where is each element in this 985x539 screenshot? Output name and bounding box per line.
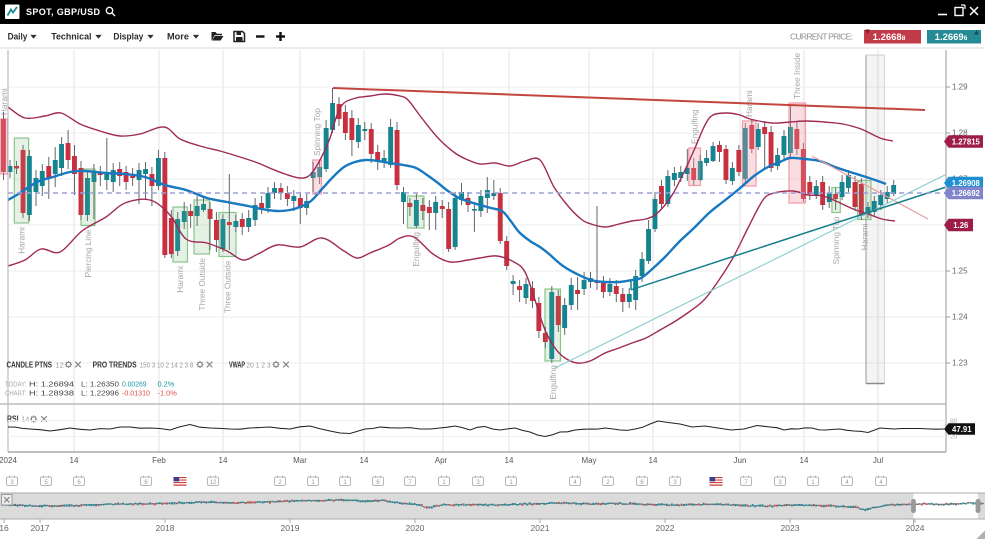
svg-text:Spinning Top: Spinning Top	[831, 216, 841, 264]
svg-text:Feb: Feb	[152, 456, 166, 465]
svg-text:3: 3	[476, 480, 480, 486]
svg-text:Harami: Harami	[0, 88, 9, 115]
svg-text:3: 3	[673, 480, 677, 486]
svg-text:RSI: RSI	[7, 415, 19, 424]
svg-text:14: 14	[800, 456, 809, 465]
svg-text:More: More	[167, 32, 189, 42]
svg-text:6: 6	[376, 480, 380, 486]
svg-text:2023: 2023	[781, 523, 800, 533]
svg-text:80: 80	[950, 418, 958, 425]
svg-text:1: 1	[311, 480, 315, 486]
svg-text:-1.0%: -1.0%	[158, 389, 178, 398]
svg-text:2022: 2022	[656, 523, 675, 533]
svg-text:14: 14	[505, 456, 514, 465]
svg-text:12: 12	[56, 361, 64, 370]
svg-text:16: 16	[0, 523, 9, 533]
svg-text:1: 1	[509, 480, 513, 486]
svg-text:Three Inside: Three Inside	[792, 52, 802, 99]
svg-text:May: May	[581, 456, 596, 465]
svg-text:1.26696: 1.26696	[935, 32, 968, 43]
svg-text:1: 1	[442, 480, 446, 486]
svg-text:2: 2	[606, 480, 610, 486]
svg-text:L: 1.22996: L: 1.22996	[81, 389, 119, 398]
svg-text:1: 1	[811, 480, 815, 486]
svg-text:1: 1	[343, 480, 347, 486]
svg-text:SPOT, GBP/USD: SPOT, GBP/USD	[26, 7, 101, 17]
svg-text:-0.01310: -0.01310	[122, 389, 150, 398]
svg-text:Mar: Mar	[293, 456, 307, 465]
svg-text:Three Outside: Three Outside	[223, 260, 233, 313]
svg-text:1.29: 1.29	[952, 83, 968, 92]
svg-text:1.26692: 1.26692	[952, 189, 981, 198]
svg-text:3: 3	[778, 480, 782, 486]
svg-text:0.00269: 0.00269	[122, 380, 147, 389]
svg-text:CANDLE PTNS: CANDLE PTNS	[7, 361, 53, 370]
svg-text:1.26688: 1.26688	[873, 32, 906, 43]
svg-text:1.25: 1.25	[952, 267, 968, 276]
svg-text:6: 6	[144, 480, 148, 486]
svg-text:2019: 2019	[281, 523, 300, 533]
svg-text:6: 6	[640, 480, 644, 486]
svg-text:14: 14	[360, 456, 369, 465]
svg-text:2020: 2020	[406, 523, 425, 533]
svg-text:14: 14	[22, 417, 30, 424]
svg-text:Harami: Harami	[859, 223, 869, 250]
svg-text:14: 14	[219, 456, 228, 465]
svg-text:Display: Display	[113, 32, 143, 42]
svg-text:1.27815: 1.27815	[952, 137, 981, 146]
svg-text:CURRENT PRICE:: CURRENT PRICE:	[790, 32, 853, 42]
svg-text:2024: 2024	[906, 523, 925, 533]
svg-text:Harami: Harami	[175, 266, 185, 293]
svg-text:3: 3	[10, 480, 14, 486]
svg-text:Jul: Jul	[873, 456, 883, 465]
svg-text:150 3 10 2 14 2 3 8: 150 3 10 2 14 2 3 8	[140, 361, 194, 370]
svg-text:PRO TRENDS: PRO TRENDS	[93, 361, 137, 370]
svg-text:5: 5	[44, 480, 48, 486]
svg-text:14: 14	[70, 456, 79, 465]
svg-text:1.26908: 1.26908	[952, 179, 981, 188]
svg-text:14: 14	[649, 456, 658, 465]
svg-text:L: 1.26350: L: 1.26350	[81, 380, 119, 389]
svg-text:2021: 2021	[531, 523, 550, 533]
svg-text:Piercing Line: Piercing Line	[83, 229, 93, 277]
svg-text:12: 12	[210, 480, 217, 486]
svg-text:Engulfing: Engulfing	[690, 109, 700, 144]
svg-text:TODAY:: TODAY:	[5, 380, 27, 389]
svg-text:0.2%: 0.2%	[158, 380, 175, 389]
svg-text:VWAP: VWAP	[229, 361, 245, 370]
svg-text:Apr: Apr	[435, 456, 448, 465]
svg-text:Engulfing: Engulfing	[411, 232, 421, 267]
svg-text:2: 2	[278, 480, 282, 486]
svg-text:1.26: 1.26	[953, 221, 969, 230]
svg-text:CHART:: CHART:	[5, 389, 27, 398]
svg-text:Technical: Technical	[51, 32, 91, 42]
svg-text:20: 20	[950, 434, 958, 441]
svg-text:Daily: Daily	[8, 32, 28, 42]
svg-text:Jun: Jun	[734, 456, 747, 465]
svg-text:7: 7	[408, 480, 412, 486]
svg-text:Spinning Top: Spinning Top	[312, 108, 322, 156]
svg-text:Engulfing: Engulfing	[548, 365, 558, 400]
svg-text:2017: 2017	[31, 523, 50, 533]
svg-text:Harami: Harami	[17, 227, 27, 254]
svg-text:2018: 2018	[156, 523, 175, 533]
svg-text:4: 4	[879, 480, 883, 486]
svg-text:H: 1.26894: H: 1.26894	[29, 380, 74, 389]
svg-text:20 1 2 3: 20 1 2 3	[246, 361, 270, 370]
svg-text:47.91: 47.91	[952, 425, 972, 434]
svg-text:4: 4	[845, 480, 849, 486]
svg-text:1.28: 1.28	[952, 129, 968, 138]
svg-text:1.23: 1.23	[952, 359, 968, 368]
svg-text:H: 1.28938: H: 1.28938	[29, 389, 74, 398]
svg-text:2024: 2024	[0, 456, 17, 465]
svg-text:6: 6	[77, 480, 81, 486]
svg-text:4: 4	[573, 480, 577, 486]
svg-text:Three Outside: Three Outside	[197, 258, 207, 311]
svg-text:1.24: 1.24	[952, 313, 968, 322]
svg-text:7: 7	[744, 480, 748, 486]
